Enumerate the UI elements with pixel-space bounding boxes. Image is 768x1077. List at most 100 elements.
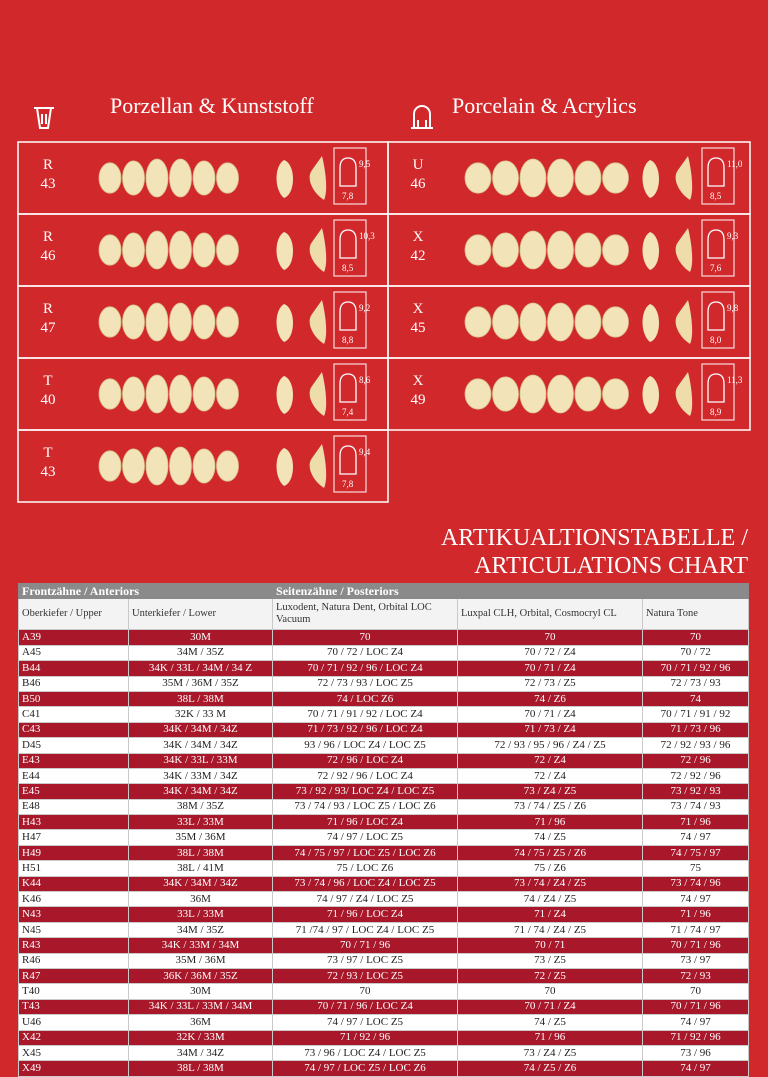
table-cell: 73 / 74 / 93	[642, 798, 750, 816]
table-cell: 71 / 96	[457, 1029, 644, 1046]
mould-series: R	[43, 301, 53, 317]
table-cell: 72 / 93	[642, 967, 750, 985]
tooth	[216, 378, 239, 410]
side-tooth	[675, 156, 693, 200]
table-cell: 71 / Z4	[457, 906, 644, 923]
table-cell: 74 / 97 / LOC Z5	[272, 1014, 459, 1031]
table-cell: 34K / 33M / 34Z	[127, 767, 274, 785]
table-cell: 73 / Z4 / Z5	[457, 783, 644, 800]
table-cell: 34K / 33L / 34M / 34 Z	[127, 660, 274, 677]
dim-box	[701, 291, 735, 349]
table-cell: 71 / 96	[642, 906, 750, 923]
table-cell: 70	[272, 629, 459, 646]
column-header: Luxpal CLH, Orbital, Cosmocryl CL	[457, 598, 644, 631]
table-row: B46 35M / 36M / 35Z 72 / 73 / 93 / LOC Z5 7…	[18, 675, 750, 692]
table-cell: 75	[642, 860, 750, 877]
tooth	[122, 448, 145, 484]
tooth	[145, 158, 169, 198]
mould-series: X	[413, 301, 424, 317]
mould-number: 42	[411, 248, 426, 264]
table-cell: 74 / 75 / Z5 / Z6	[457, 844, 644, 862]
dim-outline	[339, 229, 357, 259]
table-cell: 70 / 71	[457, 937, 644, 954]
side-tooth	[675, 228, 693, 272]
tooth	[145, 374, 169, 414]
table-cell: 74 / Z5	[457, 1014, 644, 1031]
dim-height: 9,2	[359, 303, 370, 313]
table-cell: 70 / 71 / 96 / LOC Z4	[272, 998, 459, 1016]
table-cell: 93 / 96 / LOC Z4 / LOC Z5	[272, 737, 459, 754]
table-cell: 73 / 74 / Z4 / Z5	[457, 875, 644, 893]
table-cell: A45	[18, 644, 129, 662]
tooth	[547, 158, 574, 198]
table-row: H49 38L / 38M 74 / 75 / 97 / LOC Z5 / LOC …	[18, 844, 750, 862]
table-cell: 72 / Z5	[457, 967, 644, 985]
left-title: Porzellan & Kunststoff	[110, 93, 314, 118]
group-header-row: Frontzähne / Anteriors Seitenzähne / Post…	[17, 582, 750, 600]
table-cell: K44	[18, 875, 129, 893]
table-cell: 70 / 71 / 96	[642, 937, 750, 954]
table-cell: 35M / 36M	[127, 952, 274, 969]
table-cell: 74 / 97	[642, 829, 750, 846]
table-cell: 34K / 34M / 34Z	[127, 737, 274, 754]
table-cell: N43	[18, 906, 129, 923]
mould-series: U	[413, 157, 424, 173]
table-row: B44 34K / 33L / 34M / 34 Z 70 / 71 / 92 / …	[18, 660, 750, 677]
table-cell: 34K / 33L / 33M / 34M	[127, 998, 274, 1016]
table-cell: 70 / 72 / Z4	[457, 644, 644, 662]
tooth	[216, 234, 239, 266]
dim-height: 10,3	[359, 231, 375, 241]
table-cell: 70	[457, 629, 644, 646]
table-row: H47 35M / 36M 74 / 97 / LOC Z5 74 / Z5 74 / …	[18, 829, 750, 846]
table-cell: 72 / 96 / LOC Z4	[272, 752, 459, 769]
dim-box	[333, 219, 367, 277]
side-tooth	[276, 304, 293, 342]
table-cell: U46	[18, 1014, 129, 1031]
chart-title: ARTIKUALTIONSTABELLE /	[441, 525, 748, 551]
dim-width: 8,8	[342, 335, 354, 345]
tooth	[216, 162, 239, 194]
side-tooth	[309, 156, 327, 200]
side-tooth	[276, 160, 293, 198]
table-cell: 34M / 35Z	[127, 921, 274, 939]
table-cell: 72 / Z4	[457, 752, 644, 769]
table-row: X42 32K / 33M 71 / 92 / 96 71 / 96 71 / 92 /…	[18, 1029, 750, 1046]
mould-card: X 42 9,3 7,6	[387, 213, 751, 287]
table-cell: H51	[18, 860, 129, 877]
table-row: R43 34K / 33M / 34M 70 / 71 / 96 70 / 71 70 …	[18, 937, 750, 954]
table-cell: 72 / 73 / Z5	[457, 675, 644, 692]
tooth	[492, 376, 519, 412]
table-cell: 38L / 38M	[127, 690, 274, 708]
table-cell: 71 / 73 / 92 / 96 / LOC Z4	[272, 721, 459, 739]
side-tooth	[309, 228, 327, 272]
dim-height: 9,5	[359, 159, 371, 169]
tooth	[145, 446, 169, 486]
table-cell: 34K / 34M / 34Z	[127, 783, 274, 800]
tooth	[192, 304, 216, 340]
table-row: A45 34M / 35Z 70 / 72 / LOC Z4 70 / 72 / Z4…	[18, 644, 750, 662]
upper-icon	[34, 107, 54, 129]
dim-width: 7,4	[342, 407, 354, 417]
table-cell: 74 / 97	[642, 1060, 750, 1077]
table-cell: D45	[18, 737, 129, 754]
table-cell: 36K / 36M / 35Z	[127, 967, 274, 985]
table-cell: 72 / 73 / 93	[642, 675, 750, 692]
table-cell: 75 / LOC Z6	[272, 860, 459, 877]
table-cell: 33L / 33M	[127, 906, 274, 923]
tooth	[98, 450, 122, 482]
table-row: C41 32K / 33 M 70 / 71 / 91 / 92 / LOC Z4 7…	[18, 706, 750, 723]
table-cell: 74	[642, 690, 750, 708]
mould-card: T 40 8,6 7,4	[17, 357, 389, 431]
table-cell: 38L / 38M	[127, 844, 274, 862]
tooth	[145, 230, 169, 270]
table-cell: X49	[18, 1060, 129, 1077]
dim-width: 7,8	[342, 191, 354, 201]
table-cell: 38L / 41M	[127, 860, 274, 877]
table-cell: 71 / 96	[457, 814, 644, 831]
table-cell: 32K / 33M	[127, 1029, 274, 1046]
side-tooth	[642, 232, 659, 270]
tooth	[98, 162, 122, 194]
dim-box	[333, 435, 367, 493]
tooth	[464, 378, 492, 410]
